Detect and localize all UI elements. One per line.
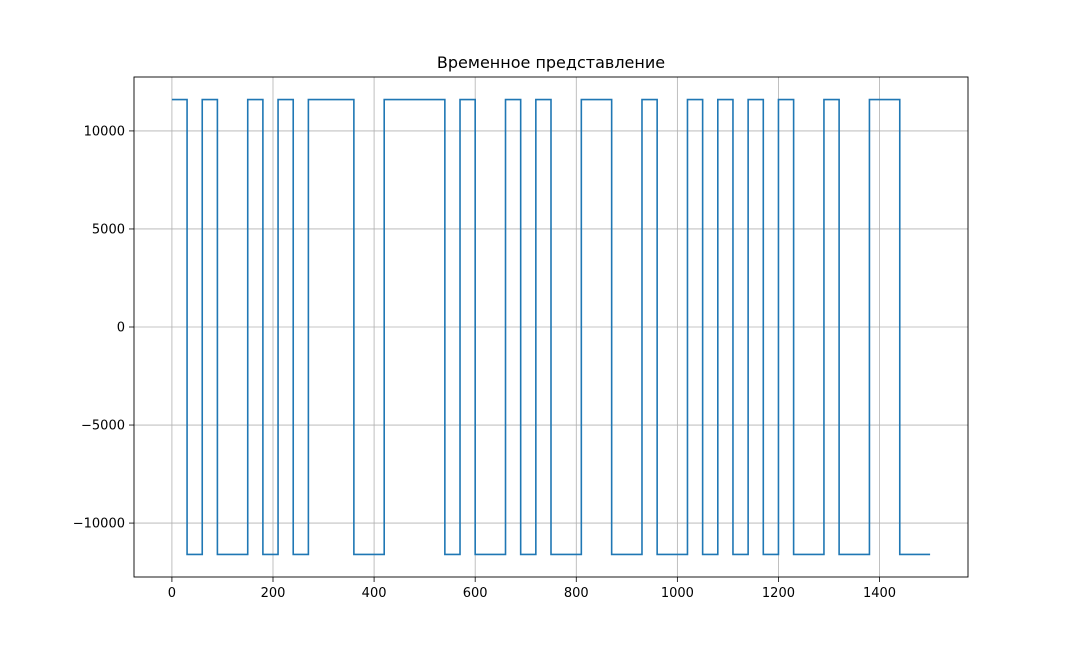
y-tick-label: 5000: [92, 222, 125, 237]
y-tick-label: −5000: [81, 419, 125, 434]
y-tick-label: −10000: [73, 517, 125, 532]
x-tick-label: 1200: [762, 586, 795, 601]
y-tick-label: 10000: [84, 124, 125, 139]
y-tick-label: 0: [117, 321, 125, 336]
x-tick-label: 1000: [661, 586, 694, 601]
chart-title: Временное представление: [437, 53, 665, 72]
x-tick-label: 400: [362, 586, 387, 601]
x-tick-label: 1400: [863, 586, 896, 601]
x-tick-label: 200: [261, 586, 286, 601]
x-tick-label: 600: [463, 586, 488, 601]
ticks: 0 200 400 600 800 1000 1200 1400 −10000 −5000 0 500…: [73, 124, 896, 601]
x-tick-label: 800: [564, 586, 589, 601]
signal-series-line: [171, 98, 931, 556]
x-tick-label: 0: [168, 586, 176, 601]
series-layer: [171, 98, 931, 556]
